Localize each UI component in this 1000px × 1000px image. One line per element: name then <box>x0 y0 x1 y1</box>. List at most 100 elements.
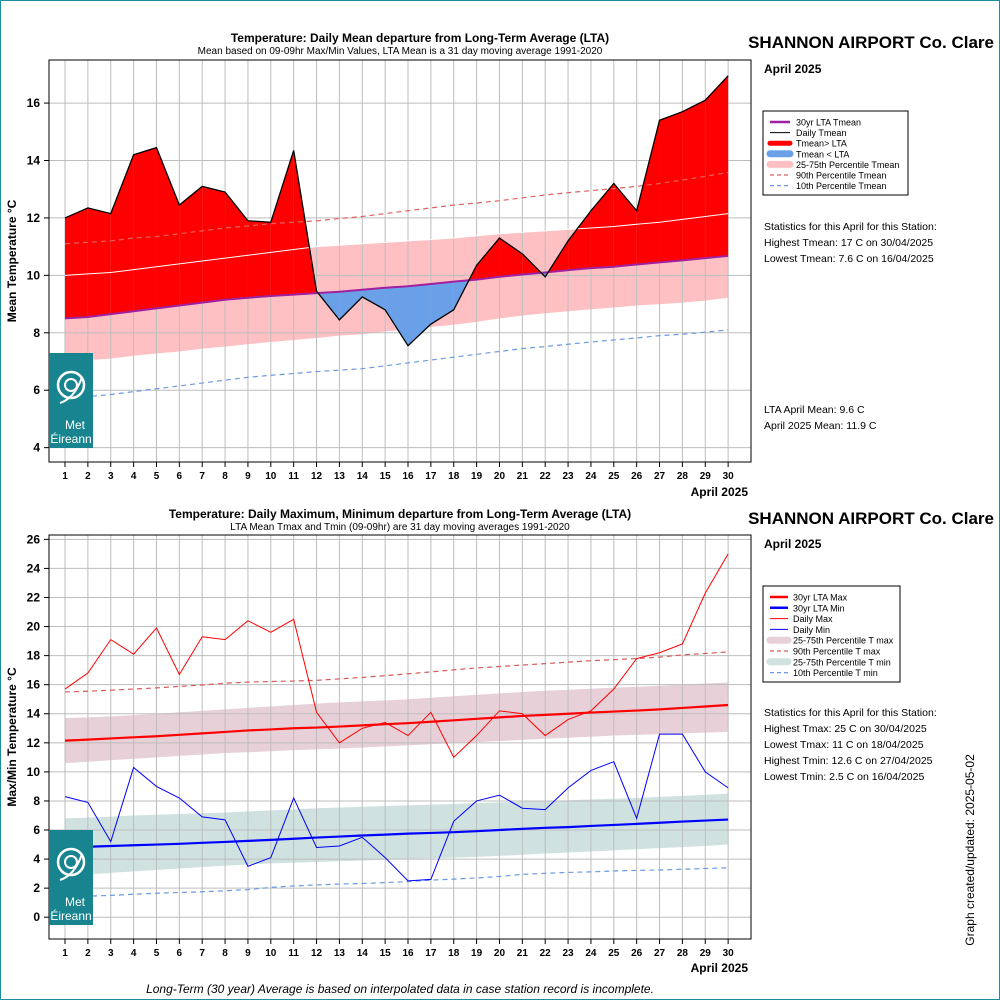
legend-label: 10th Percentile Tmean <box>796 181 886 191</box>
x-tick-label: 15 <box>380 948 392 959</box>
chart1-departure-fills <box>65 75 729 346</box>
chart1-month-label: April 2025 <box>764 62 822 76</box>
x-tick-label: 19 <box>471 471 483 482</box>
x-tick-label: 25 <box>608 948 620 959</box>
fill-above-lta <box>499 238 523 277</box>
x-tick-label: 1 <box>62 471 68 482</box>
fill-above-lta <box>682 100 706 261</box>
y-tick-label: 4 <box>33 441 40 455</box>
footer-note: Long-Term (30 year) Average is based on … <box>146 982 654 996</box>
x-tick-label: 12 <box>311 948 323 959</box>
chart2-y-axis-label: Max/Min Temperature °C <box>5 667 19 807</box>
line-lta-min <box>64 818 729 849</box>
x-tick-label: 3 <box>108 948 114 959</box>
fill-above-lta <box>202 186 226 303</box>
x-tick-label: 19 <box>471 948 483 959</box>
line-lta-max <box>64 703 729 742</box>
x-tick-label: 5 <box>154 948 160 959</box>
met-eireann-logo: Met Éireann <box>49 830 93 925</box>
x-tick-label: 27 <box>654 471 666 482</box>
chart2-plot-border <box>48 534 752 940</box>
y-tick-label: 10 <box>27 268 41 282</box>
x-tick-label: 8 <box>222 948 228 959</box>
x-tick-label: 14 <box>357 471 369 482</box>
fill-above-lta <box>476 238 500 280</box>
fill-above-lta <box>87 207 111 317</box>
chart2-title: Temperature: Daily Maximum, Minimum depa… <box>169 507 631 521</box>
x-tick-label: 17 <box>425 948 437 959</box>
band-upper-edge <box>64 213 729 276</box>
legend-label: 30yr LTA Max <box>793 593 848 603</box>
line-daily-tmean <box>64 75 729 347</box>
chart2-stat-line: Lowest Tmax: 11 C on 18/04/2025 <box>764 739 924 751</box>
y-tick-label: 8 <box>33 326 40 340</box>
x-tick-label: 23 <box>563 471 575 482</box>
chart1-title: Temperature: Daily Mean departure from L… <box>231 31 609 45</box>
x-tick-label: 16 <box>402 948 414 959</box>
chart2-subtitle: LTA Mean Tmax and Tmin (09-09hr) are 31 … <box>230 522 570 533</box>
chart1-plot-border <box>48 59 752 463</box>
y-tick-label: 24 <box>27 561 41 575</box>
x-tick-label: 28 <box>677 948 689 959</box>
x-tick-label: 7 <box>199 948 205 959</box>
legend-label: Daily Min <box>793 625 830 635</box>
chart1-lta-mean: LTA April Mean: 9.6 C <box>764 404 865 416</box>
x-tick-label: 20 <box>494 471 506 482</box>
fill-below-lta <box>408 283 431 346</box>
legend-label: 10th Percentile T min <box>793 668 878 678</box>
x-tick-label: 3 <box>108 471 114 482</box>
x-tick-label: 18 <box>448 471 460 482</box>
x-tick-label: 25 <box>608 471 620 482</box>
chart2-axes: 1 2 3 4 5 6 7 8 9 10 11 12 13 14 15 16 17 18 19 20 21 22 23 24 2… <box>27 532 734 959</box>
chart1-station-name: SHANNON AIRPORT Co. Clare <box>748 33 994 52</box>
x-tick-label: 16 <box>402 471 414 482</box>
chart1-x-axis-label: April 2025 <box>691 485 749 499</box>
legend-label: Daily Tmean <box>796 128 846 138</box>
line-daily-min <box>64 733 729 882</box>
x-tick-label: 4 <box>131 471 137 482</box>
fill-above-lta <box>225 192 248 300</box>
chart1-y-axis-label: Mean Temperature °C <box>5 199 19 322</box>
line-90th-percentile-t-max <box>64 651 729 693</box>
x-tick-label: 21 <box>517 471 529 482</box>
chart1-month-mean: April 2025 Mean: 11.9 C <box>764 420 877 432</box>
x-tick-label: 11 <box>288 948 299 959</box>
fill-above-lta <box>156 147 180 309</box>
fill-above-lta <box>659 111 683 263</box>
fill-above-lta <box>133 147 157 312</box>
legend-label: Daily Max <box>793 614 833 624</box>
chart1-subtitle: Mean based on 09-09hr Max/Min Values, LT… <box>198 46 603 57</box>
chart2-lines <box>64 553 729 898</box>
x-tick-label: 30 <box>723 471 735 482</box>
logo-word-met: Met <box>65 418 86 432</box>
chart2-stat-line: Highest Tmax: 25 C on 30/04/2025 <box>764 723 927 735</box>
x-tick-label: 2 <box>85 948 91 959</box>
fill-below-lta <box>430 281 454 325</box>
chart2-stat-line: Lowest Tmin: 2.5 C on 16/04/2025 <box>764 771 924 783</box>
y-tick-label: 12 <box>27 211 41 225</box>
y-tick-label: 22 <box>27 590 41 604</box>
x-tick-label: 22 <box>540 948 552 959</box>
legend-label: 30yr LTA Min <box>793 603 845 613</box>
y-tick-label: 14 <box>27 707 41 721</box>
y-tick-label: 18 <box>27 649 41 663</box>
y-tick-label: 6 <box>33 383 40 397</box>
legend-label: 25-75th Percentile T min <box>793 657 891 667</box>
x-tick-label: 1 <box>62 948 68 959</box>
x-tick-label: 20 <box>494 948 506 959</box>
fill-below-lta <box>362 287 386 310</box>
met-eireann-logo: Met Éireann <box>49 353 93 448</box>
y-tick-label: 14 <box>27 154 41 168</box>
y-tick-label: 16 <box>27 678 41 692</box>
legend-label: Tmean < LTA <box>796 149 849 159</box>
x-tick-label: 22 <box>540 471 552 482</box>
logo-word-eireann: Éireann <box>50 431 91 446</box>
fill-above-lta <box>568 210 591 271</box>
line-daily-max <box>64 553 729 759</box>
legend-label: 25-75th Percentile Tmean <box>796 160 899 170</box>
legend-label: 90th Percentile T max <box>793 647 881 657</box>
x-tick-label: 26 <box>631 948 643 959</box>
